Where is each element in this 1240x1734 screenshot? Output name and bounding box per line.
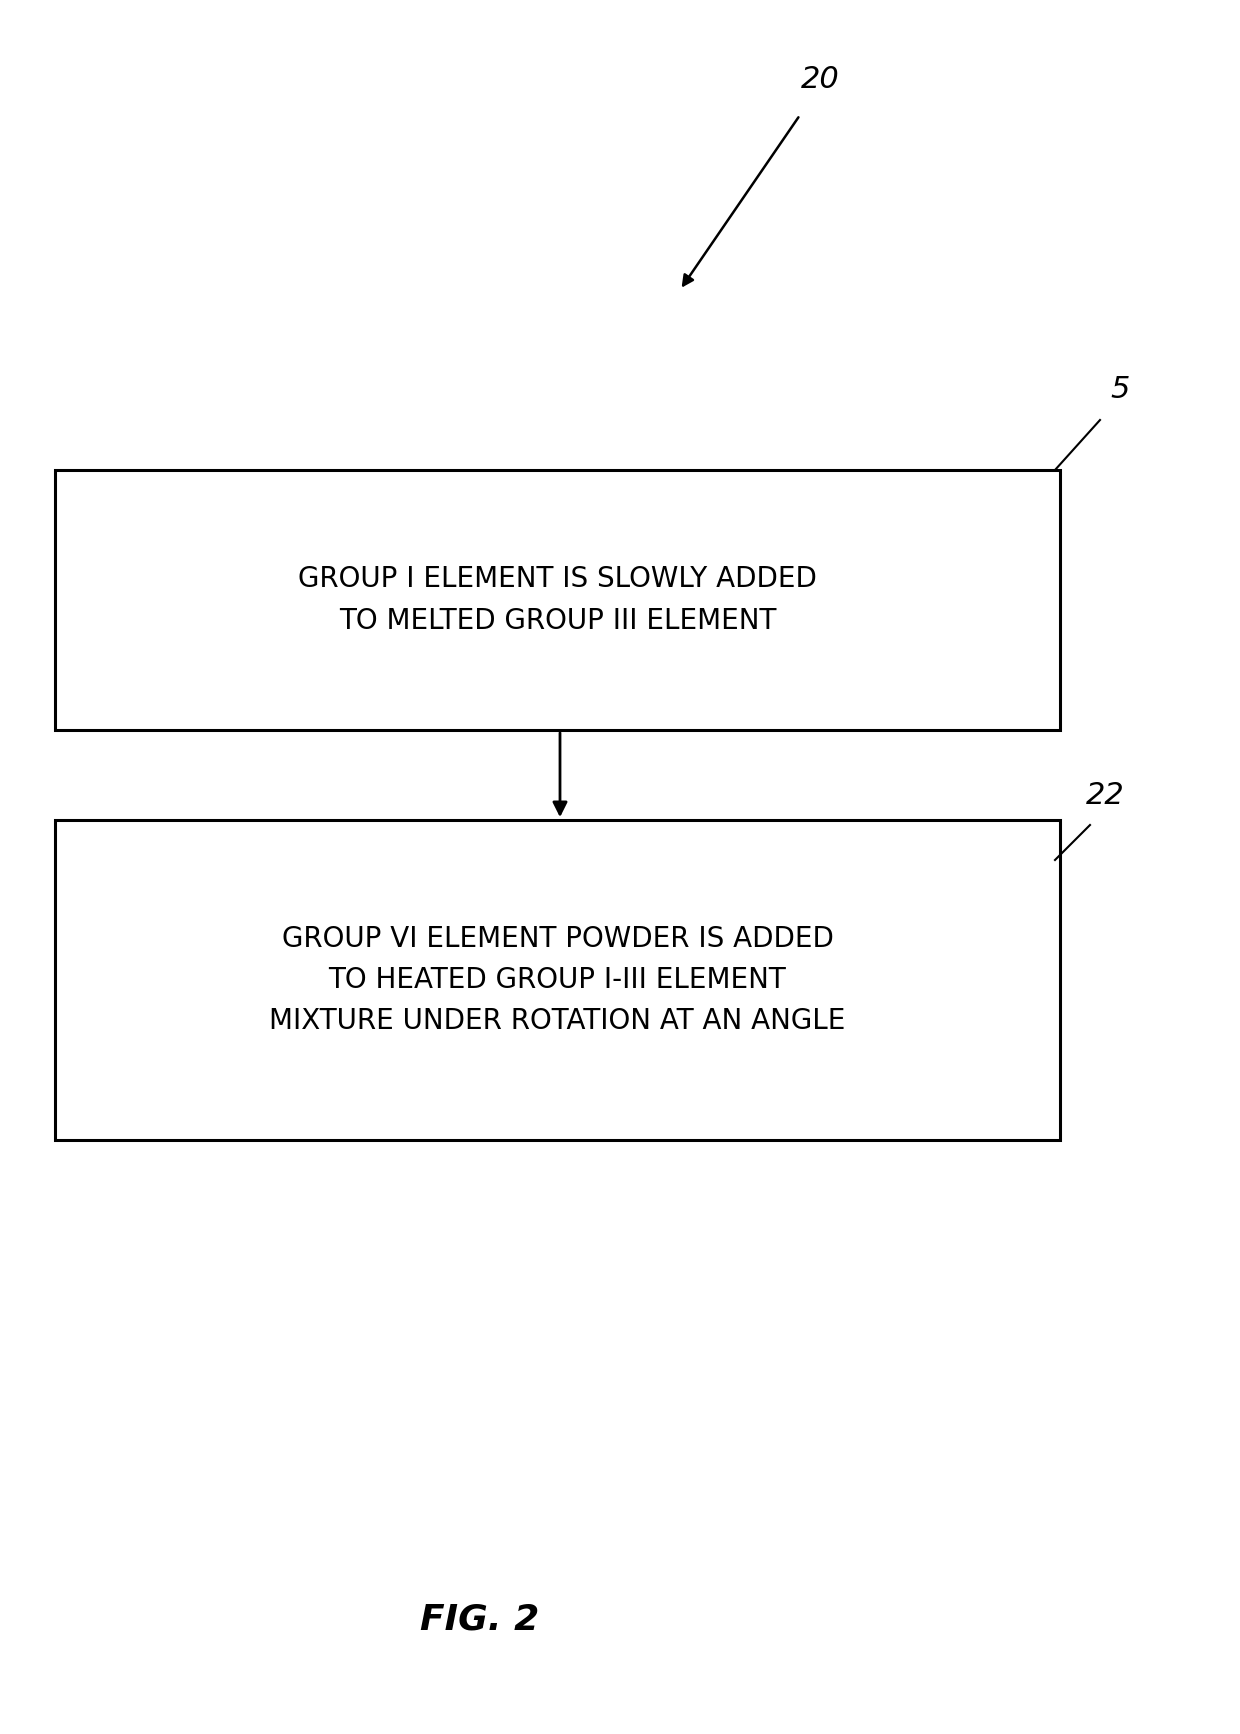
Bar: [55, 470, 1060, 730]
Text: FIG. 2: FIG. 2: [420, 1602, 539, 1637]
Text: 5: 5: [1110, 376, 1130, 404]
Text: GROUP I ELEMENT IS SLOWLY ADDED
TO MELTED GROUP III ELEMENT: GROUP I ELEMENT IS SLOWLY ADDED TO MELTE…: [298, 565, 817, 635]
Bar: [55, 820, 1060, 1139]
Text: 22: 22: [1086, 780, 1125, 810]
Text: 20: 20: [801, 66, 839, 94]
Text: GROUP VI ELEMENT POWDER IS ADDED
TO HEATED GROUP I-III ELEMENT
MIXTURE UNDER ROT: GROUP VI ELEMENT POWDER IS ADDED TO HEAT…: [269, 924, 846, 1035]
